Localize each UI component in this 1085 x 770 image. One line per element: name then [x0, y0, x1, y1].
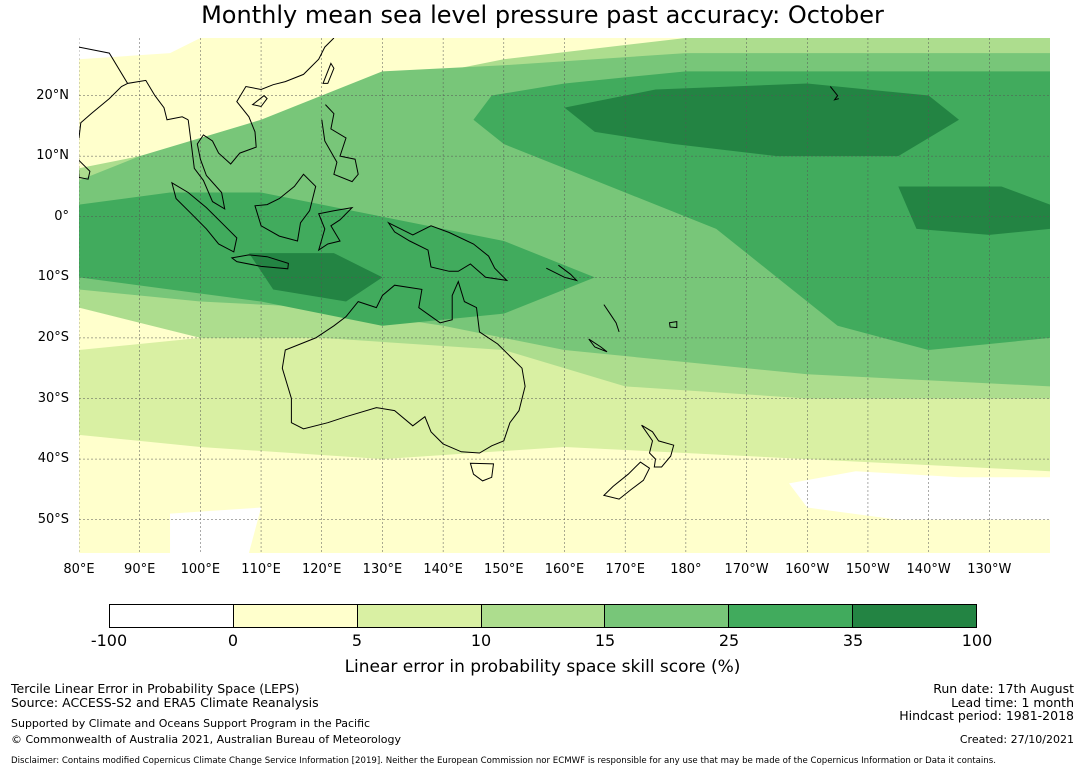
lon-tick-label: 170°W [724, 562, 769, 577]
lat-tick-label: 30°S [37, 390, 69, 406]
colorbar-swatch [110, 605, 234, 627]
colorbar-tick-label: 5 [351, 631, 363, 650]
coast-nz-south [602, 461, 651, 500]
lon-tick-label: 180° [670, 562, 702, 577]
coast-philippines [321, 104, 359, 183]
lon-tick-label: 160°E [544, 562, 585, 577]
lon-tick-label: 110°E [241, 562, 281, 577]
lat-tick-label: 20°S [37, 329, 69, 345]
coast-new-caledonia [588, 338, 608, 353]
lon-tick-label: 130°W [967, 562, 1012, 577]
map-title: Monthly mean sea level pressure past acc… [201, 1, 884, 29]
colorbar-tick-label: 25 [718, 631, 740, 650]
coast-fiji [668, 321, 678, 329]
footer-method: Tercile Linear Error in Probability Spac… [11, 681, 300, 696]
colorbar-tick-label: 100 [961, 631, 993, 650]
field-south-white-east [789, 471, 1050, 520]
colorbar-swatch [853, 605, 977, 627]
coast-australia [281, 280, 526, 454]
footer-support: Supported by Climate and Oceans Support … [11, 717, 371, 730]
lon-tick-label: 80°E [63, 562, 95, 577]
lon-tick-label: 150°W [845, 562, 891, 577]
colorbar-label: Linear error in probability space skill … [344, 657, 741, 677]
lat-tick-label: 0° [54, 208, 69, 224]
coast-sri-lanka [79, 159, 91, 180]
field-band-35-east [898, 186, 1050, 235]
lon-tick-label: 140°W [906, 562, 951, 577]
colorbar-tick-label: 35 [842, 631, 864, 650]
coast-borneo [254, 173, 317, 242]
coast-sumatra [171, 181, 238, 253]
lon-tick-label: 150°E [484, 562, 524, 577]
lat-tick-label: 50°S [37, 511, 69, 527]
colorbar-swatch [357, 605, 482, 627]
lon-tick-label: 140°E [423, 562, 463, 577]
colorbar-tick-label: -100 [90, 631, 128, 650]
colorbar-swatch [605, 605, 730, 627]
coast-new-guinea [387, 221, 509, 282]
skill-map[interactable] [79, 38, 1050, 553]
lat-tick-label: 40°S [37, 451, 69, 467]
lon-tick-label: 100°E [180, 562, 221, 577]
footer-hindcast: Hindcast period: 1981-2018 [899, 708, 1074, 723]
coast-tasmania [469, 462, 495, 482]
footer-source: Source: ACCESS-S2 and ERA5 Climate Reana… [11, 695, 319, 710]
coast-vanuatu [603, 304, 620, 333]
colorbar-tick-label: 10 [470, 631, 492, 650]
lat-tick-label: 10°S [37, 269, 69, 285]
lon-tick-label: 90°E [124, 562, 156, 577]
colorbar-tick-label: 0 [227, 631, 239, 650]
colorbar [109, 604, 977, 628]
footer-lead-time: Lead time: 1 month [951, 695, 1074, 710]
colorbar-swatch [481, 605, 606, 627]
lon-tick-label: 160°W [785, 562, 830, 577]
field-band-35-north [564, 83, 959, 157]
coast-mainland-asia [187, 38, 335, 210]
footer-disclaimer: Disclaimer: Contains modified Copernicus… [11, 756, 996, 766]
coast-nz-north [641, 424, 675, 468]
lon-tick-label: 130°E [362, 562, 403, 577]
coast-sulawesi [317, 206, 354, 252]
coast-taiwan [322, 62, 335, 84]
coast-hainan [251, 94, 268, 108]
footer-copyright: © Commonwealth of Australia 2021, Austra… [11, 733, 401, 746]
footer-run-date: Run date: 17th August [933, 681, 1074, 696]
colorbar-swatch [233, 605, 358, 627]
colorbar-swatch [729, 605, 854, 627]
coast-hawaii [829, 86, 839, 101]
footer-created: Created: 27/10/2021 [959, 733, 1074, 746]
coast-solomon [546, 264, 579, 282]
coast-india-east [79, 82, 128, 139]
coast-java [230, 254, 289, 270]
lat-tick-label: 10°N [36, 148, 69, 164]
coast-bay-of-bengal [79, 46, 189, 121]
lat-tick-label: 20°N [36, 87, 69, 103]
colorbar-tick-label: 15 [594, 631, 616, 650]
lon-tick-label: 170°E [605, 562, 645, 577]
field-south-white-west [170, 507, 262, 553]
lon-tick-label: 120°E [301, 562, 342, 577]
map-panel[interactable] [79, 38, 1050, 553]
